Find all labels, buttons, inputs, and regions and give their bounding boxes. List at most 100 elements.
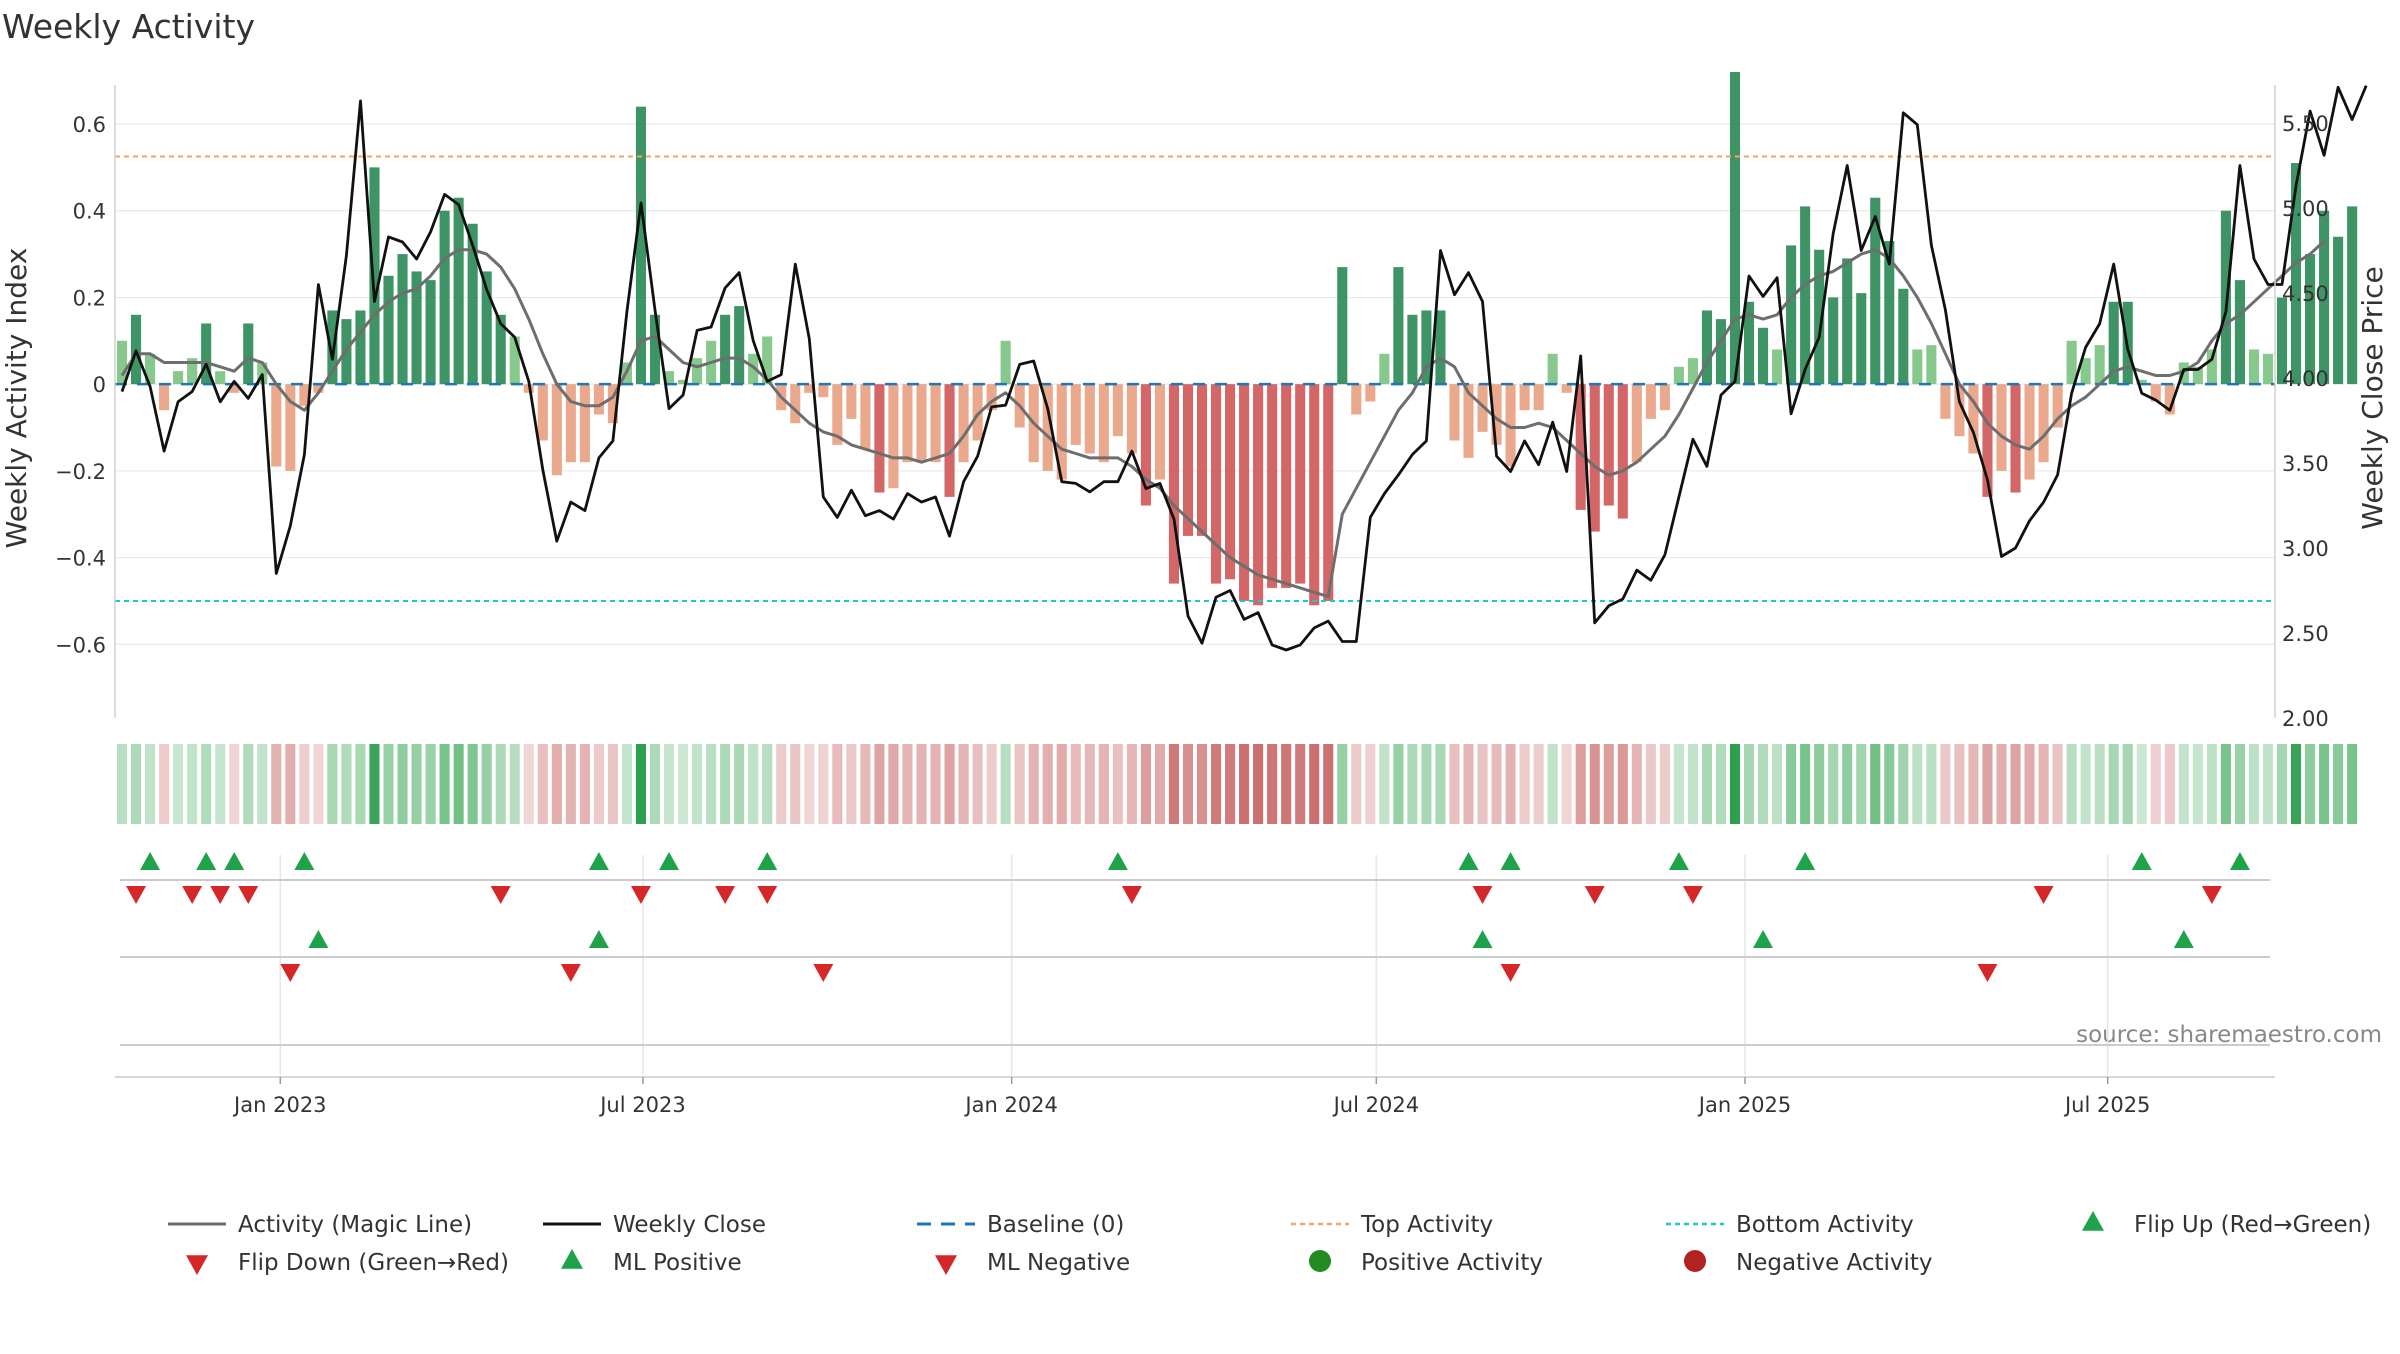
heat-strip-cell — [1000, 744, 1011, 824]
activity-bar — [355, 310, 366, 385]
y-tick-label-right: 3.00 — [2282, 537, 2329, 561]
heat-strip-cell — [1028, 744, 1039, 824]
axes: 0.6 0.4 0.2 0 −0.2 −0.4 −0.6 5.50 5.00 4.50 4.00 3.… — [55, 85, 2329, 731]
chart-title: Weekly Activity — [2, 7, 255, 46]
heat-strip-cell — [383, 744, 394, 824]
flip-up-marker — [1458, 852, 1479, 870]
activity-bar — [1042, 384, 1053, 471]
activity-bar — [1112, 384, 1123, 437]
heat-strip-cell — [1814, 744, 1825, 824]
legend-label: Negative Activity — [1736, 1250, 1933, 1276]
flip-up-marker — [1668, 852, 1689, 870]
y-tick-label-left: −0.4 — [55, 547, 106, 571]
heat-strip-cell — [2178, 744, 2189, 824]
heat-strip-cell — [2094, 744, 2105, 824]
heat-strip-cell — [678, 744, 689, 824]
heat-strip-cell — [2024, 744, 2035, 824]
activity-bar — [1729, 72, 1741, 385]
activity-bar — [1715, 319, 1727, 385]
heat-strip-cell — [860, 744, 871, 824]
heat-strip-cell — [1323, 744, 1334, 824]
heat-strip-cell — [243, 744, 254, 824]
activity-bar — [930, 384, 941, 463]
activity-bar — [1687, 358, 1698, 385]
activity-bar — [1870, 197, 1881, 385]
heat-strip-cell — [2080, 744, 2091, 824]
heat-strip-cell — [481, 744, 492, 824]
heat-strip-cell — [1449, 744, 1460, 824]
heat-strip-cell — [916, 744, 927, 824]
heat-strip-cell — [285, 744, 296, 824]
heat-strip-cell — [832, 744, 843, 824]
heat-strip-cell — [1477, 744, 1488, 824]
activity-bar — [1603, 384, 1614, 506]
flip-up-marker — [1795, 852, 1816, 870]
ml-negative-marker — [280, 964, 301, 982]
activity-bar — [2164, 384, 2175, 415]
signal-marker-rows — [120, 852, 2270, 1046]
activity-bar — [2290, 163, 2302, 385]
activity-bar — [2234, 280, 2245, 385]
activity-bar — [579, 384, 590, 463]
heat-strip-cell — [1786, 744, 1797, 824]
heat-strip-cell — [902, 744, 913, 824]
activity-bar — [201, 323, 212, 385]
activity-bar — [1926, 345, 1937, 385]
activity-bar — [425, 280, 436, 385]
heat-strip-cell — [1659, 744, 1670, 824]
ml-positive-marker — [308, 930, 329, 948]
activity-bar — [2052, 384, 2063, 428]
y-tick-label-left: 0.4 — [73, 200, 106, 224]
heat-strip-cell — [734, 744, 745, 824]
legend-label: ML Negative — [987, 1250, 1130, 1276]
activity-bar — [790, 384, 801, 424]
heat-strip-cell — [888, 744, 899, 824]
activity-bar — [1365, 384, 1376, 402]
heat-strip-cell — [2319, 744, 2330, 824]
heat-strip-cell — [1070, 744, 1081, 824]
x-tick-label: Jan 2025 — [1697, 1093, 1792, 1117]
activity-bar — [1337, 267, 1348, 385]
y-axis-title-left: Weekly Activity Index — [0, 248, 33, 549]
heat-strip-cell — [2108, 744, 2119, 824]
ml-positive-marker — [2173, 930, 2194, 948]
flip-down-marker — [2201, 886, 2222, 904]
activity-bar — [1561, 384, 1572, 393]
heat-strip-cell — [2052, 744, 2063, 824]
flip-up-marker — [588, 852, 609, 870]
activity-bar — [762, 336, 773, 385]
activity-bar — [593, 384, 604, 415]
activity-bar — [1225, 384, 1236, 580]
legend-label: Flip Down (Green→Red) — [238, 1250, 509, 1276]
activity-bar — [748, 353, 759, 385]
x-axis: Jan 2023 Jul 2023 Jan 2024 Jul 2024 Jan 2025… — [115, 1076, 2275, 1117]
flip-down-marker — [1584, 886, 1605, 904]
activity-bar — [1477, 384, 1488, 432]
heat-strip-cell — [1239, 744, 1250, 824]
y-tick-label-right: 4.50 — [2282, 282, 2329, 306]
y-tick-label-left: −0.6 — [55, 633, 106, 657]
heat-strip-cell — [1365, 744, 1376, 824]
flip-down-marker — [182, 886, 203, 904]
activity-bar — [159, 384, 170, 411]
heat-strip-cell — [1337, 744, 1348, 824]
heat-strip-cell — [369, 744, 380, 824]
activity-bar — [145, 353, 156, 385]
magic-line — [120, 240, 2326, 599]
x-tick-label: Jul 2024 — [1332, 1093, 1419, 1117]
heat-strip-cell — [439, 744, 450, 824]
activity-bar — [1645, 384, 1656, 419]
heat-strip-cell — [1842, 744, 1853, 824]
activity-bar — [1842, 258, 1853, 385]
activity-bar — [1267, 384, 1278, 588]
activity-bar — [1393, 267, 1404, 385]
heat-strip-cell — [411, 744, 422, 824]
activity-bar — [1098, 384, 1109, 463]
activity-bar — [383, 275, 394, 385]
activity-bar — [1379, 353, 1390, 385]
legend-swatch-triangle-up — [2082, 1211, 2104, 1231]
activity-bar — [2206, 349, 2217, 385]
activity-bar — [243, 323, 254, 385]
activity-bar — [874, 384, 885, 493]
heat-strip-cell — [2347, 744, 2358, 824]
